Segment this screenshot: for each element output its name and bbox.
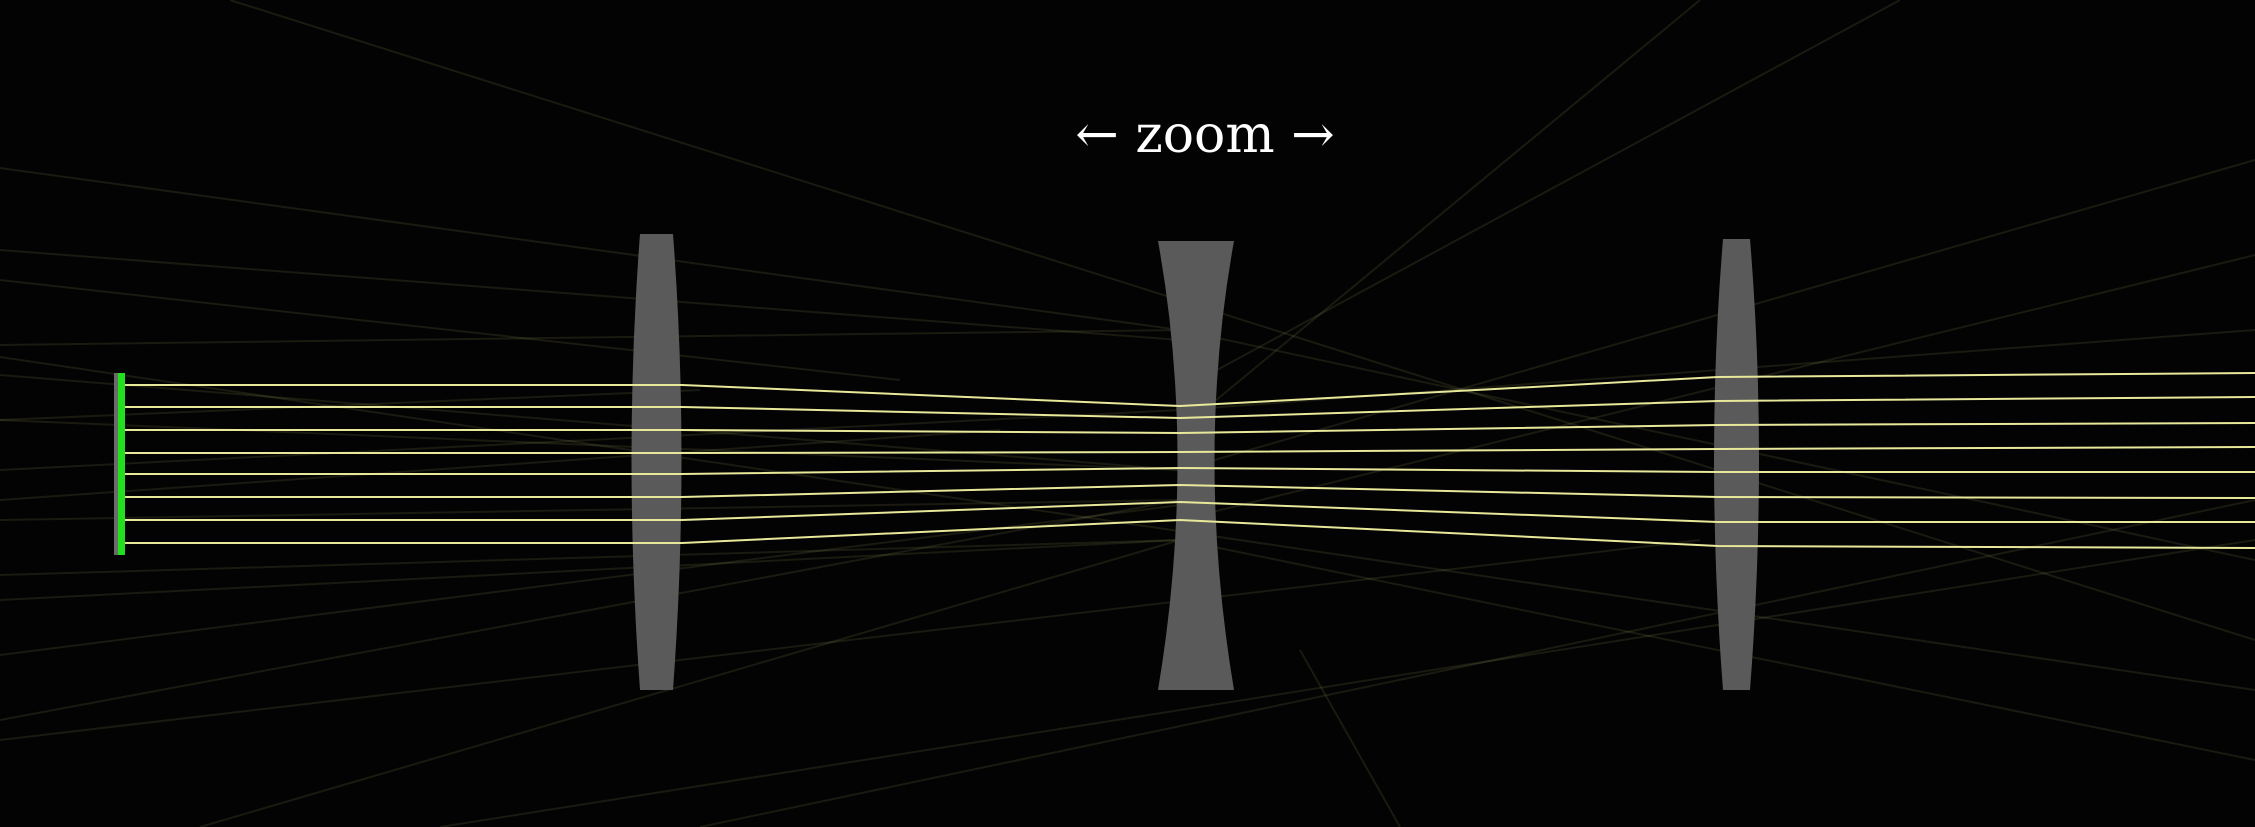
stray-ray (199, 539, 1181, 827)
light-ray (125, 483, 2255, 499)
converging-lens-1 (631, 234, 682, 690)
stray-ray (0, 374, 1181, 471)
stray-ray (0, 356, 2255, 691)
stray-ray (0, 499, 1181, 721)
stray-ray (0, 329, 1181, 346)
converging-lens-2 (1714, 239, 1759, 690)
diverging-lens (1158, 241, 1234, 690)
light-ray (125, 372, 2255, 408)
stray-ray (0, 429, 1001, 501)
stray-ray (0, 539, 1701, 741)
main-rays (125, 372, 2255, 549)
stray-ray (1179, 539, 2255, 761)
stray-ray (0, 419, 1181, 471)
stray-ray (1179, 0, 1901, 391)
light-ray (125, 518, 2255, 549)
light-source-housing (114, 373, 120, 555)
light-ray (125, 446, 2255, 454)
light-source (118, 373, 125, 555)
stray-ray (1299, 649, 1401, 827)
zoom-annotation: ← zoom → (1075, 105, 1335, 165)
stray-ray (0, 409, 1181, 471)
stray-ray (0, 279, 901, 381)
light-ray (125, 396, 2255, 420)
stray-ray (0, 539, 1181, 601)
stray-ray (0, 167, 1181, 331)
stray-ray (0, 539, 1181, 576)
stray-ray (1179, 159, 2255, 471)
light-ray (125, 422, 2255, 435)
stray-ray (1179, 0, 1701, 431)
light-ray (125, 500, 2255, 523)
stray-ray (0, 249, 1181, 341)
light-ray (125, 466, 2255, 475)
stray-ray (439, 539, 2255, 827)
stray-ray (229, 0, 2255, 641)
stray-ray (0, 499, 1181, 521)
stray-ray (699, 499, 2255, 827)
